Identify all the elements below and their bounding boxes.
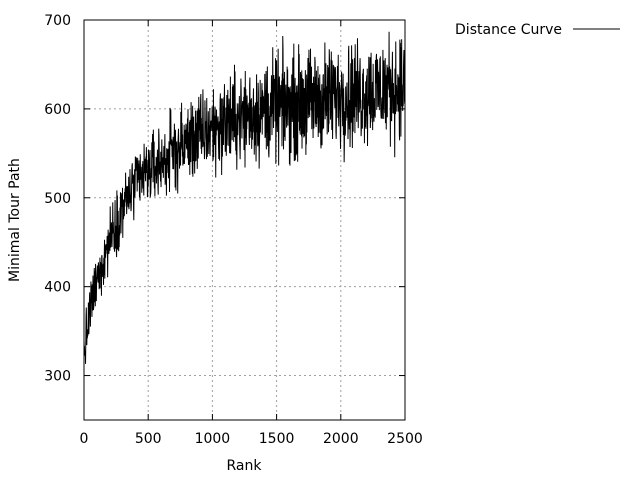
x-tick-label: 2000 xyxy=(323,431,359,447)
tick-labels: 0 500 1000 1500 2000 2500 300 400 500 600 700 xyxy=(44,13,423,447)
y-tick-label: 700 xyxy=(44,13,71,29)
plot-frame xyxy=(83,19,406,421)
y-tick-label: 300 xyxy=(44,369,71,385)
series-line-distance-curve xyxy=(83,31,406,364)
x-tick-label: 1500 xyxy=(259,431,295,447)
x-tick-label: 1000 xyxy=(195,431,231,447)
y-tick-label: 400 xyxy=(44,280,71,296)
legend: Distance Curve xyxy=(455,22,620,38)
y-axis-label: Minimal Tour Path xyxy=(7,158,23,282)
x-tick-label: 500 xyxy=(135,431,162,447)
x-tick-label: 0 xyxy=(80,431,89,447)
x-axis-label: Rank xyxy=(227,458,263,474)
legend-label: Distance Curve xyxy=(455,22,562,38)
series-layer xyxy=(83,31,406,364)
y-tick-label: 500 xyxy=(44,191,71,207)
y-tick-label: 600 xyxy=(44,102,71,118)
x-tick-label: 2500 xyxy=(387,431,423,447)
